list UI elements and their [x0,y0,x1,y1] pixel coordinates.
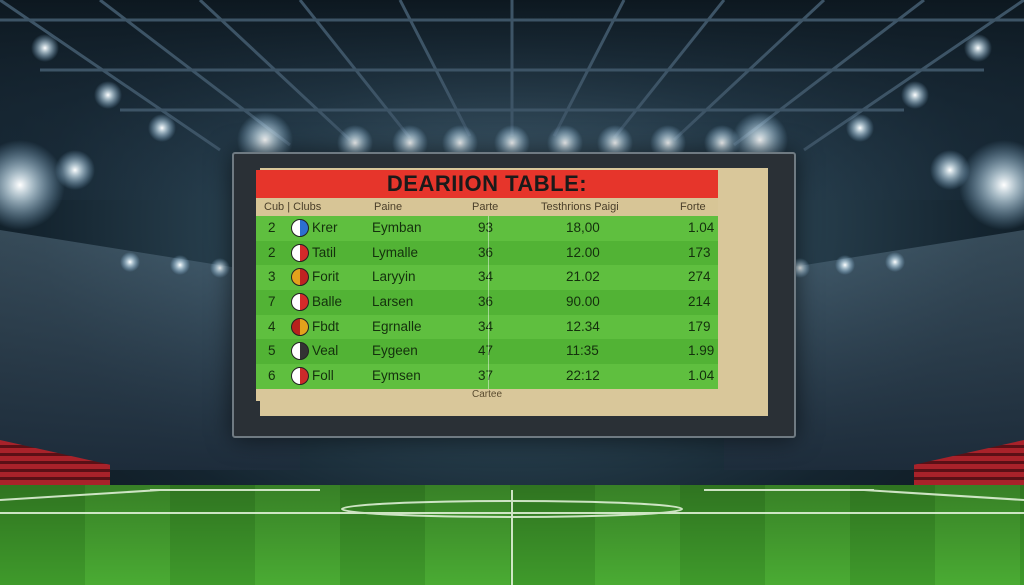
football-pitch [0,485,1024,585]
row-name: Egrnalle [372,318,422,334]
row-position: 2 [268,220,276,235]
row-col3: 93 [478,220,494,235]
row-club: Foll [312,368,334,384]
column-divider [488,216,489,389]
row-name: Lymalle [372,244,419,260]
row-name: Laryyin [372,269,416,285]
row-name: Larsen [372,294,414,310]
table-row: 7 Balle Larsen 36 90.00 214 [256,290,718,315]
table-row: 5 Veal Eygeen 47 11:35 1.99 [256,339,718,365]
row-col5: 1.04 [688,368,715,384]
row-col5: 173 [688,244,711,260]
club-crest-icon [291,219,309,237]
table-row: 3 Forit Laryyin 34 21.02 274 [256,265,718,291]
row-position: 7 [268,294,276,310]
row-position: 5 [268,343,276,359]
table-row: 2 Krer Eymban 93 18,00 1.04 [256,216,718,241]
table-row: 2 Tatil Lymalle 36 12.00 173 [256,240,718,266]
header-name: Paine [374,201,403,213]
scoreboard-screen: DEARIION TABLE: Cub | Clubs Paine Parte … [232,152,796,438]
club-crest-icon [291,367,309,386]
header-col4: Testhrions Paigi [541,201,619,213]
club-crest-icon [291,342,309,361]
row-position: 3 [268,269,276,285]
club-crest-icon [291,293,309,312]
row-club: Forit [312,269,339,285]
row-col4: 12.34 [566,318,600,334]
row-col3: 34 [478,318,494,334]
row-club: Fbdt [312,318,340,334]
scoreboard-title-bar: DEARIION TABLE: [256,170,718,198]
table-row: 4 Fbdt Egrnalle 34 12.34 179 [256,314,718,340]
row-club: Balle [312,294,343,310]
row-col3: 36 [478,244,494,260]
header-club: Cub | Clubs [264,201,322,213]
scoreboard-footer: Cartee [256,389,718,401]
row-position: 6 [268,368,276,384]
row-col3: 47 [478,343,494,359]
row-col4: 12.00 [566,244,600,260]
row-name: Eymban [372,220,422,235]
row-col4: 21.02 [566,269,600,285]
row-name: Eygeen [372,343,418,359]
row-col5: 179 [688,318,711,334]
row-col5: 274 [688,269,711,285]
row-col4: 18,00 [566,220,600,235]
row-club: Veal [312,343,339,359]
club-crest-icon [291,243,309,262]
scoreboard-title: DEARIION TABLE: [386,171,588,196]
row-col5: 1.04 [688,220,715,235]
row-col3: 37 [478,368,494,384]
standings-table: 2 Krer Eymban 93 18,00 1.04 2 Tatil Lymalle 36 12.… [256,216,718,389]
header-col3: Parte [472,201,499,213]
row-club: Tatil [312,244,337,260]
row-club: Krer [312,220,338,235]
club-crest-icon [291,268,309,287]
row-position: 2 [268,244,276,260]
table-header: Cub | Clubs Paine Parte Testhrions Paigi… [256,198,718,216]
row-position: 4 [268,318,276,334]
row-col4: 11:35 [566,343,599,359]
table-row: 6 Foll Eymsen 37 22:12 1.04 [256,364,718,389]
row-col3: 34 [478,269,494,285]
row-name: Eymsen [372,368,421,384]
club-crest-icon [291,317,309,336]
row-col4: 22:12 [566,368,600,384]
row-col5: 1.99 [688,343,715,359]
pitch-lines [0,489,1024,585]
header-col5: Forte [680,201,706,213]
row-col4: 90.00 [566,294,600,310]
row-col3: 36 [478,294,494,310]
row-col5: 214 [688,294,711,310]
